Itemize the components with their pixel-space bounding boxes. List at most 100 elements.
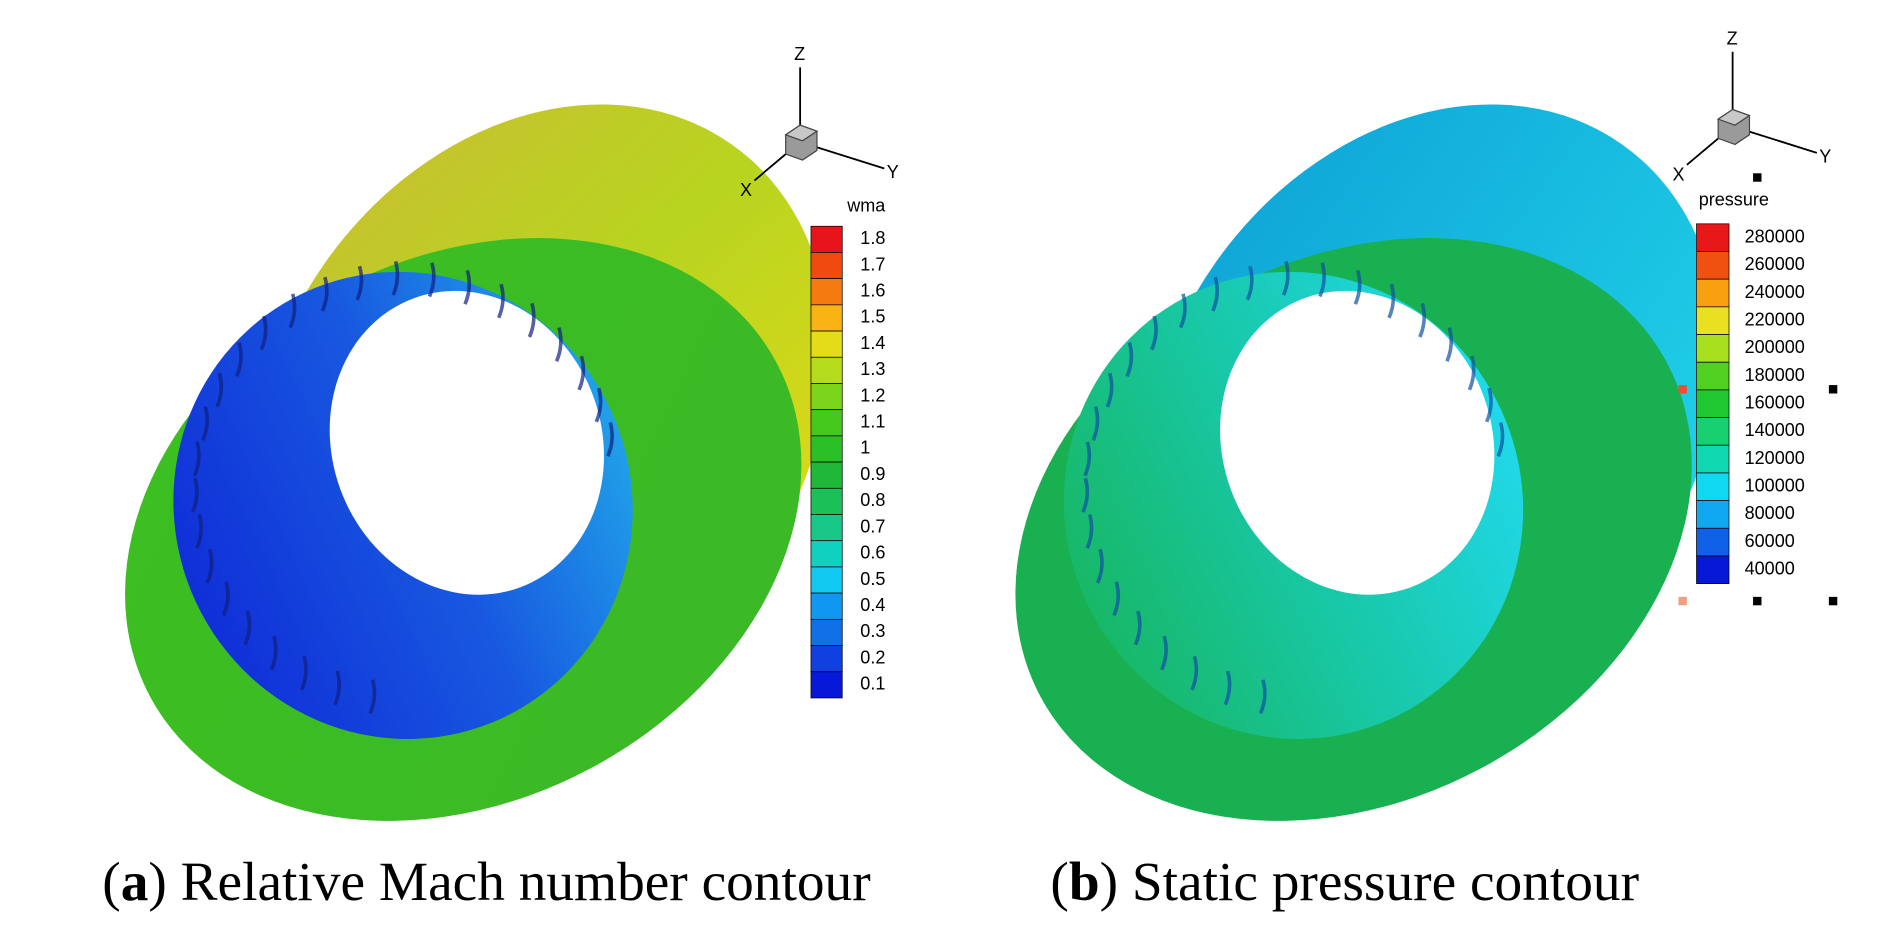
blade — [1096, 548, 1104, 584]
legend-label: 0.6 — [860, 543, 885, 563]
legend-title: wma — [846, 196, 886, 216]
blade — [333, 670, 341, 706]
blade — [1112, 581, 1121, 617]
legend-swatch — [1696, 472, 1730, 501]
legend-swatch — [1696, 223, 1730, 252]
legend-swatch — [810, 330, 843, 358]
blade — [1223, 670, 1232, 706]
legend-label: 140000 — [1745, 420, 1805, 440]
blade — [1085, 513, 1094, 549]
legend-swatch — [810, 645, 843, 673]
legend-swatch — [810, 252, 843, 280]
legend-title: pressure — [1699, 190, 1769, 210]
blade — [235, 342, 243, 378]
legend-swatch — [1696, 361, 1730, 391]
blade — [1125, 342, 1134, 378]
legend-swatch — [1696, 278, 1730, 308]
legend-label: 280000 — [1745, 226, 1805, 246]
legend-swatch — [810, 592, 843, 620]
axis-cube-top — [1716, 108, 1751, 126]
axis-label: Y — [1819, 146, 1831, 166]
blade — [299, 655, 308, 691]
legend-swatch — [810, 487, 843, 515]
legend-label: 0.3 — [860, 621, 885, 641]
legend-swatch — [810, 356, 843, 384]
axis-label: X — [1672, 165, 1684, 185]
render-b — [1015, 104, 1838, 821]
legend-label: 40000 — [1745, 559, 1795, 579]
blade — [1211, 276, 1219, 312]
legend-label: 1.7 — [860, 254, 885, 274]
legend-label: 0.9 — [860, 464, 885, 484]
legend-swatch — [810, 514, 843, 542]
blade — [1496, 422, 1505, 457]
legend-label: 240000 — [1745, 282, 1805, 302]
legend-swatch — [810, 540, 843, 568]
caption-part: ( — [102, 851, 120, 912]
legend-label: 200000 — [1745, 337, 1805, 357]
legend-label: 0.2 — [860, 647, 885, 667]
blade — [1105, 372, 1114, 408]
axis-label: X — [740, 180, 752, 200]
legend-label: 0.7 — [860, 516, 885, 536]
legend-swatch — [810, 566, 843, 594]
legend-label: 0.8 — [860, 490, 885, 510]
blade — [554, 327, 563, 362]
legend-label: 1.1 — [860, 412, 885, 432]
blade — [201, 406, 209, 442]
legend-swatch — [810, 618, 843, 646]
blade — [1418, 302, 1426, 338]
selection-handles — [1678, 173, 1838, 606]
legend-label: 0.5 — [860, 569, 885, 589]
blade — [259, 315, 268, 351]
blade — [243, 610, 252, 646]
caption-part: ) Static pressure contour — [1100, 851, 1639, 912]
blade — [594, 387, 603, 423]
blade — [355, 265, 364, 301]
blade — [463, 269, 472, 305]
blade — [1091, 406, 1100, 442]
legend-swatch — [810, 225, 843, 253]
legend-label: 160000 — [1745, 392, 1805, 412]
legend-swatch — [810, 383, 843, 411]
legend-swatch — [1696, 527, 1730, 557]
blade — [1190, 655, 1199, 691]
blade — [288, 293, 297, 329]
caption: (b) Static pressure contour — [1050, 851, 1639, 912]
blade — [1160, 635, 1168, 671]
legend-label: 1.8 — [860, 228, 885, 248]
blade — [192, 441, 201, 477]
blade — [1258, 679, 1267, 715]
legend-swatch — [810, 671, 843, 699]
caption-part: ( — [1050, 851, 1068, 912]
axis-triad: Z Y X — [1672, 29, 1831, 185]
legend-swatch — [1696, 389, 1730, 418]
axis-label: Z — [1727, 29, 1738, 49]
legend-label: 260000 — [1745, 254, 1805, 274]
axis-label: Z — [794, 44, 805, 64]
blade — [1083, 441, 1092, 477]
legend-label: 1.5 — [860, 307, 885, 327]
blade — [1178, 293, 1187, 329]
legend-swatch — [810, 435, 843, 463]
axis-triad: Z Y X — [740, 44, 899, 200]
blade — [1445, 327, 1454, 362]
legend-label: 0.1 — [860, 674, 885, 694]
legend-swatch — [1696, 251, 1730, 280]
legend-label: 180000 — [1745, 365, 1805, 385]
blade — [215, 372, 224, 408]
blade — [368, 679, 377, 715]
blade — [496, 283, 505, 319]
legend-label: 60000 — [1745, 531, 1795, 551]
caption-part: a — [121, 851, 149, 912]
legend-label: 0.4 — [860, 595, 885, 615]
blade — [1133, 610, 1142, 646]
legend-swatch — [1696, 555, 1730, 584]
blade — [1353, 269, 1362, 305]
blade — [427, 262, 436, 298]
legend-label: 1.4 — [860, 333, 885, 353]
legend-label: 120000 — [1745, 448, 1805, 468]
